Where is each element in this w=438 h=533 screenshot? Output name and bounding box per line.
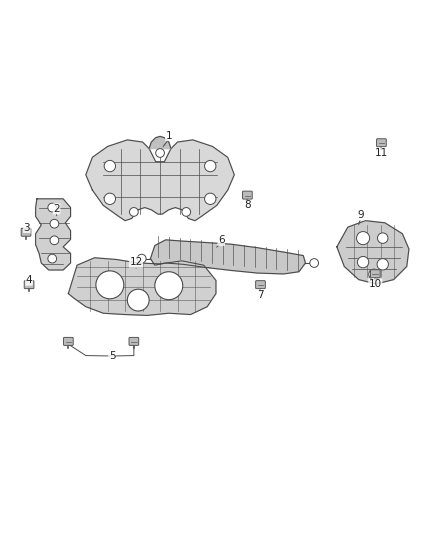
Polygon shape xyxy=(68,258,216,316)
Polygon shape xyxy=(150,240,305,274)
FancyBboxPatch shape xyxy=(24,281,34,289)
Circle shape xyxy=(104,160,116,172)
Polygon shape xyxy=(35,199,71,270)
Polygon shape xyxy=(149,136,171,149)
Text: 9: 9 xyxy=(357,210,364,220)
Circle shape xyxy=(155,272,183,300)
Circle shape xyxy=(155,149,164,157)
FancyBboxPatch shape xyxy=(371,270,380,278)
Circle shape xyxy=(48,254,57,263)
Circle shape xyxy=(182,207,191,216)
FancyBboxPatch shape xyxy=(129,337,139,345)
Circle shape xyxy=(130,207,138,216)
Circle shape xyxy=(357,231,370,245)
FancyBboxPatch shape xyxy=(21,228,31,236)
Polygon shape xyxy=(86,140,234,221)
Circle shape xyxy=(378,233,388,244)
Text: 3: 3 xyxy=(24,223,30,233)
Circle shape xyxy=(127,289,149,311)
Circle shape xyxy=(357,256,369,268)
Circle shape xyxy=(50,220,59,228)
Circle shape xyxy=(50,236,59,245)
Text: 7: 7 xyxy=(257,290,264,300)
Circle shape xyxy=(104,193,116,205)
Text: 8: 8 xyxy=(244,200,251,211)
Text: 2: 2 xyxy=(53,204,60,214)
Circle shape xyxy=(369,269,379,280)
FancyBboxPatch shape xyxy=(377,139,386,147)
Text: 5: 5 xyxy=(109,351,115,361)
Circle shape xyxy=(205,160,216,172)
Text: 12: 12 xyxy=(129,257,143,267)
Text: 11: 11 xyxy=(375,148,388,158)
FancyBboxPatch shape xyxy=(256,281,265,289)
Text: 10: 10 xyxy=(369,279,382,289)
Circle shape xyxy=(138,254,146,263)
Circle shape xyxy=(310,259,318,268)
Circle shape xyxy=(96,271,124,299)
Text: 4: 4 xyxy=(26,276,32,286)
Circle shape xyxy=(205,193,216,205)
Text: 6: 6 xyxy=(218,235,225,245)
Polygon shape xyxy=(337,221,409,284)
Circle shape xyxy=(377,259,389,270)
FancyBboxPatch shape xyxy=(243,191,252,199)
Circle shape xyxy=(48,203,57,212)
Text: 1: 1 xyxy=(166,131,172,141)
FancyBboxPatch shape xyxy=(64,337,73,345)
